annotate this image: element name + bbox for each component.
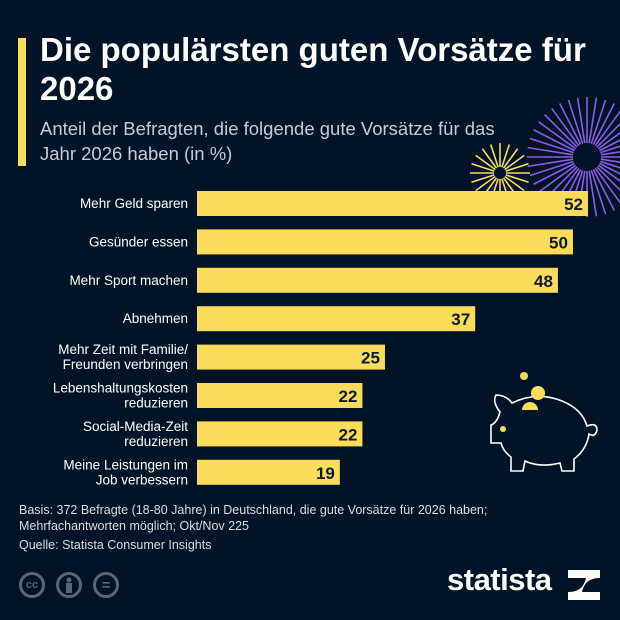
bar-chart: 52 Mehr Geld sparen 50 Gesünder essen 48 Mehr… [53, 97, 620, 487]
value-label: 22 [339, 387, 358, 406]
person-icon [66, 577, 72, 593]
piggy-bank-icon [490, 394, 598, 472]
category-label: Gesünder essen [89, 234, 188, 249]
accent-bar [18, 38, 26, 166]
nd-label: = [101, 576, 111, 594]
cc-label: cc [25, 579, 39, 591]
value-label: 25 [361, 349, 380, 368]
value-label: 22 [339, 425, 358, 444]
coins-icon [500, 372, 545, 432]
category-label: Meine Leistungen im Job verbessern [63, 457, 188, 487]
category-label: Mehr Geld sparen [80, 196, 188, 211]
bar-7 [197, 459, 340, 485]
category-label: Lebenshaltungskosten reduzieren [53, 381, 188, 411]
bar-2 [197, 267, 558, 293]
category-label: Social-Media-Zeit reduzieren [83, 419, 188, 449]
value-label: 19 [316, 464, 335, 483]
value-label: 50 [549, 233, 568, 252]
value-label: 37 [451, 310, 470, 329]
value-label: 52 [564, 195, 583, 214]
chart-subtitle: Anteil der Befragten, die folgende gute … [40, 118, 495, 164]
bar-3 [197, 306, 476, 332]
by-icon[interactable] [56, 572, 82, 598]
bar-0 [197, 191, 588, 216]
bar-6 [197, 421, 363, 447]
statista-logo[interactable]: statista [447, 562, 552, 597]
category-label: Abnehmen [123, 311, 188, 326]
bar-1 [197, 229, 573, 255]
chart-title: Die populärsten guten Vorsätze für 2026 [40, 31, 586, 107]
bar-5 [197, 383, 363, 408]
nd-icon[interactable]: = [93, 572, 119, 598]
category-label: Mehr Sport machen [69, 273, 188, 288]
chart-source: Quelle: Statista Consumer Insights [19, 538, 212, 552]
bar-4 [197, 344, 385, 370]
category-label: Mehr Zeit mit Familie/Freunden verbringe… [58, 342, 188, 372]
cc-icon[interactable]: cc [19, 572, 45, 598]
statista-logo-mark [568, 570, 600, 600]
value-label: 48 [534, 272, 553, 291]
chart-notes: Basis: 372 Befragte (18-80 Jahre) in Deu… [19, 503, 488, 533]
